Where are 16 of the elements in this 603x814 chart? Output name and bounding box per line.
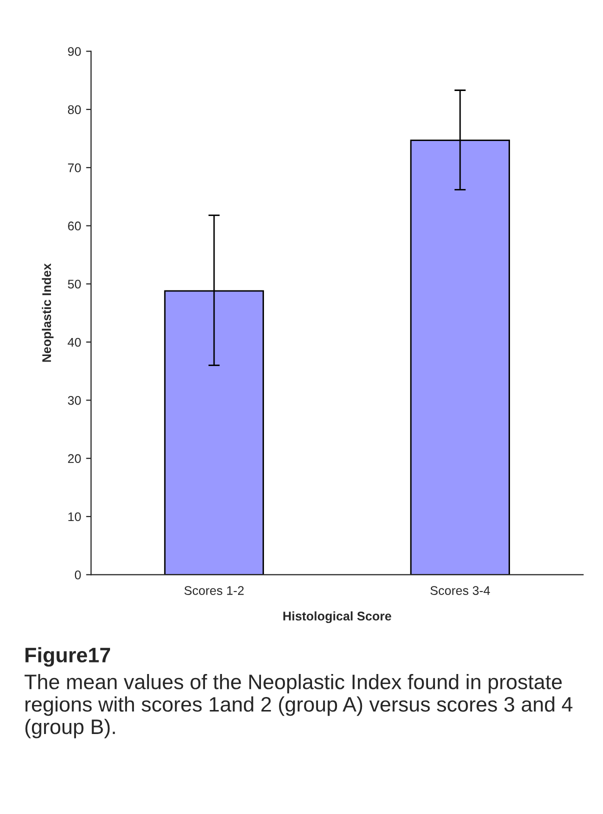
x-tick-label: Scores 1-2 <box>184 586 244 595</box>
y-axis-title: Neoplastic Index <box>42 263 54 362</box>
y-tick-label: 80 <box>68 105 81 114</box>
y-tick-label: 10 <box>68 512 81 522</box>
y-tick-label: 90 <box>68 47 81 56</box>
text: The mean values of the Neoplastic Index found in prostate regions with scores 1and 2 (group A) versus scores 3 and 4 (group B). <box>24 674 572 738</box>
caption: Figure17 <box>26 647 110 667</box>
y-tick-label: 40 <box>68 338 81 347</box>
x-axis-title: Histological Score <box>283 611 392 624</box>
y-tick-label: 30 <box>68 396 81 405</box>
y-tick-label: 50 <box>68 280 81 289</box>
y-tick-label: 60 <box>68 222 81 230</box>
y-tick-label: 70 <box>68 163 81 172</box>
y-tick-label: 0 <box>74 570 81 580</box>
y-tick-label: 20 <box>68 454 81 464</box>
x-tick-label: Scores 3-4 <box>430 586 490 595</box>
